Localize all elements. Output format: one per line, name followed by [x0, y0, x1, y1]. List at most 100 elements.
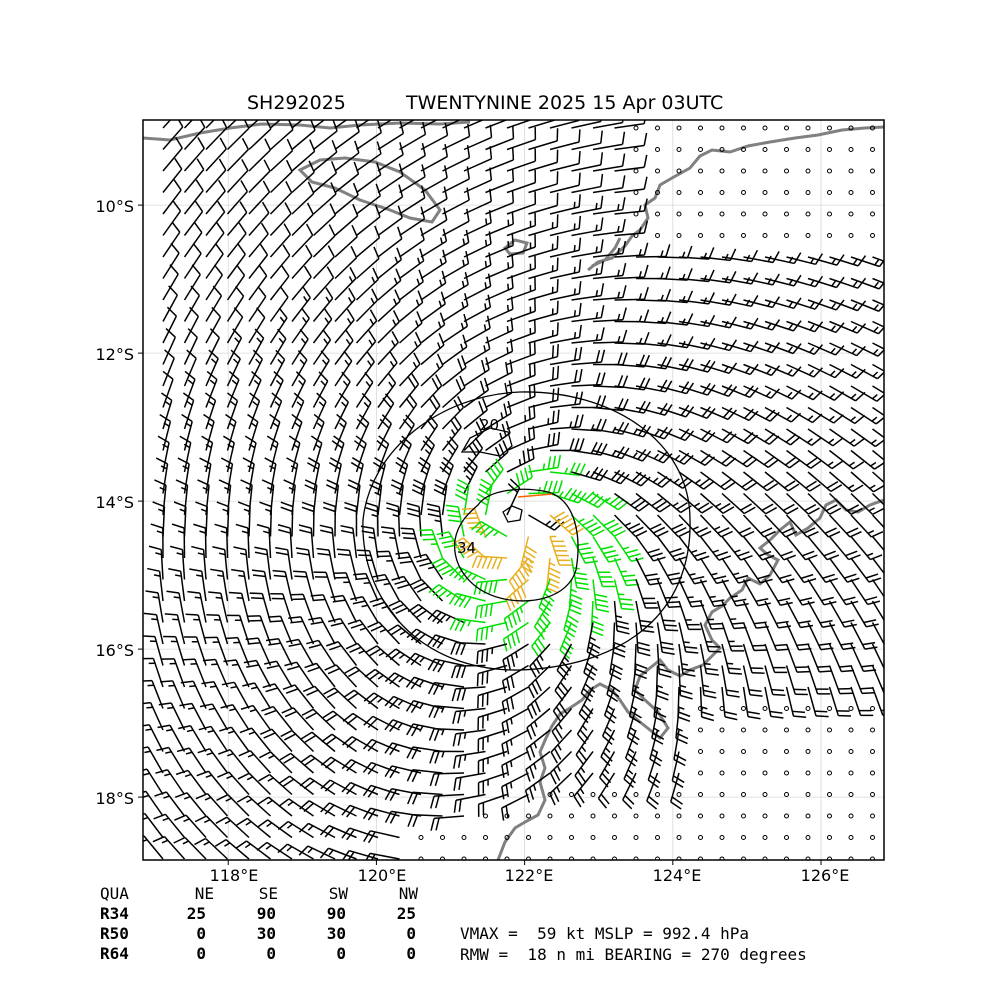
wind-barb: [291, 120, 304, 129]
barb-feather: [563, 629, 576, 638]
barb-feather: [439, 279, 443, 287]
barb-feather: [323, 506, 336, 513]
barb-feather: [228, 591, 242, 595]
barb-shaft: [549, 162, 580, 172]
barb-feather: [268, 754, 275, 759]
barb-feather: [755, 598, 769, 602]
wind-barb: [220, 704, 250, 731]
barb-feather: [740, 503, 752, 511]
barb-shaft: [205, 232, 225, 258]
barb-feather: [569, 598, 583, 605]
calm-marker: [827, 835, 832, 840]
barb-feather: [815, 715, 829, 718]
barb-feather: [573, 795, 582, 808]
barb-feather: [595, 603, 609, 608]
wind-barb: [231, 568, 250, 602]
calm-marker: [805, 835, 811, 840]
wind-barb: [622, 772, 637, 810]
barb-feather: [565, 635, 572, 642]
barb-feather: [427, 682, 435, 695]
barb-feather: [235, 285, 245, 297]
wind-barb: [350, 457, 364, 494]
barb-feather: [182, 465, 189, 470]
barb-feather: [733, 626, 747, 630]
barb-feather: [341, 759, 352, 770]
barb-feather: [500, 807, 505, 821]
barb-feather: [391, 330, 399, 343]
barb-feather: [556, 257, 559, 271]
barb-feather: [342, 380, 349, 387]
barb-feather: [587, 646, 600, 654]
barb-feather: [399, 120, 405, 134]
barb-feather: [398, 163, 404, 176]
barb-feather: [814, 321, 824, 333]
calm-marker: [805, 792, 811, 797]
barb-feather: [417, 290, 424, 303]
barb-feather: [557, 431, 561, 445]
barb-shaft: [442, 199, 470, 215]
barb-feather: [305, 712, 318, 720]
barb-feather: [593, 495, 604, 506]
barb-feather: [320, 802, 331, 813]
barb-feather: [284, 710, 298, 718]
barb-shaft: [377, 238, 403, 258]
wind-barb: [699, 600, 725, 630]
barb-feather: [441, 461, 452, 471]
wind-barb: [592, 536, 622, 563]
wind-barb: [786, 471, 821, 492]
barb-feather: [659, 402, 668, 415]
barb-feather: [646, 800, 658, 810]
barb-feather: [627, 769, 634, 775]
barb-shaft: [528, 120, 558, 129]
barb-feather: [529, 745, 536, 758]
barb-feather: [143, 772, 150, 776]
barb-feather: [250, 422, 257, 428]
barb-feather: [256, 337, 262, 344]
barb-feather: [729, 316, 737, 329]
barb-feather: [669, 576, 683, 581]
barb-feather: [772, 273, 780, 286]
barb-feather: [647, 548, 660, 554]
barb-feather: [219, 137, 227, 150]
barb-feather: [897, 439, 907, 446]
barb-feather: [450, 665, 457, 679]
barb-feather: [547, 433, 551, 447]
barb-feather: [750, 295, 759, 307]
barb-shaft: [269, 213, 292, 237]
barb-feather: [675, 555, 688, 562]
barb-feather: [235, 840, 247, 849]
wind-barb: [236, 795, 272, 817]
barb-feather: [388, 600, 401, 607]
barb-shaft: [377, 403, 395, 430]
lat-tick-label: 10°S: [95, 197, 134, 216]
wind-barb: [334, 266, 357, 301]
barb-feather: [382, 397, 392, 409]
barb-shaft: [549, 120, 580, 129]
barb-feather: [831, 280, 837, 287]
barb-shaft: [205, 316, 222, 344]
barb-feather: [437, 321, 442, 328]
wind-barb: [571, 349, 606, 366]
barb-feather: [872, 507, 884, 516]
wind-barb: [549, 414, 584, 430]
barb-feather: [656, 689, 669, 696]
barb-feather: [280, 501, 293, 508]
wind-barb: [183, 370, 196, 408]
barb-feather: [578, 281, 582, 294]
barb-feather: [437, 660, 446, 673]
barb-feather: [285, 159, 293, 172]
barb-shaft: [872, 428, 884, 439]
wind-barb: [356, 246, 380, 280]
barb-feather: [365, 381, 371, 387]
barb-feather: [226, 775, 233, 780]
barb-feather: [344, 666, 357, 674]
wind-barb: [785, 557, 817, 584]
barb-feather: [712, 549, 719, 553]
wind-barb: [614, 220, 649, 237]
calm-marker: [676, 211, 682, 217]
barb-feather: [709, 622, 723, 626]
barb-feather: [439, 466, 451, 476]
barb-feather: [446, 509, 460, 513]
barb-feather: [406, 507, 420, 513]
barb-feather: [156, 530, 164, 534]
